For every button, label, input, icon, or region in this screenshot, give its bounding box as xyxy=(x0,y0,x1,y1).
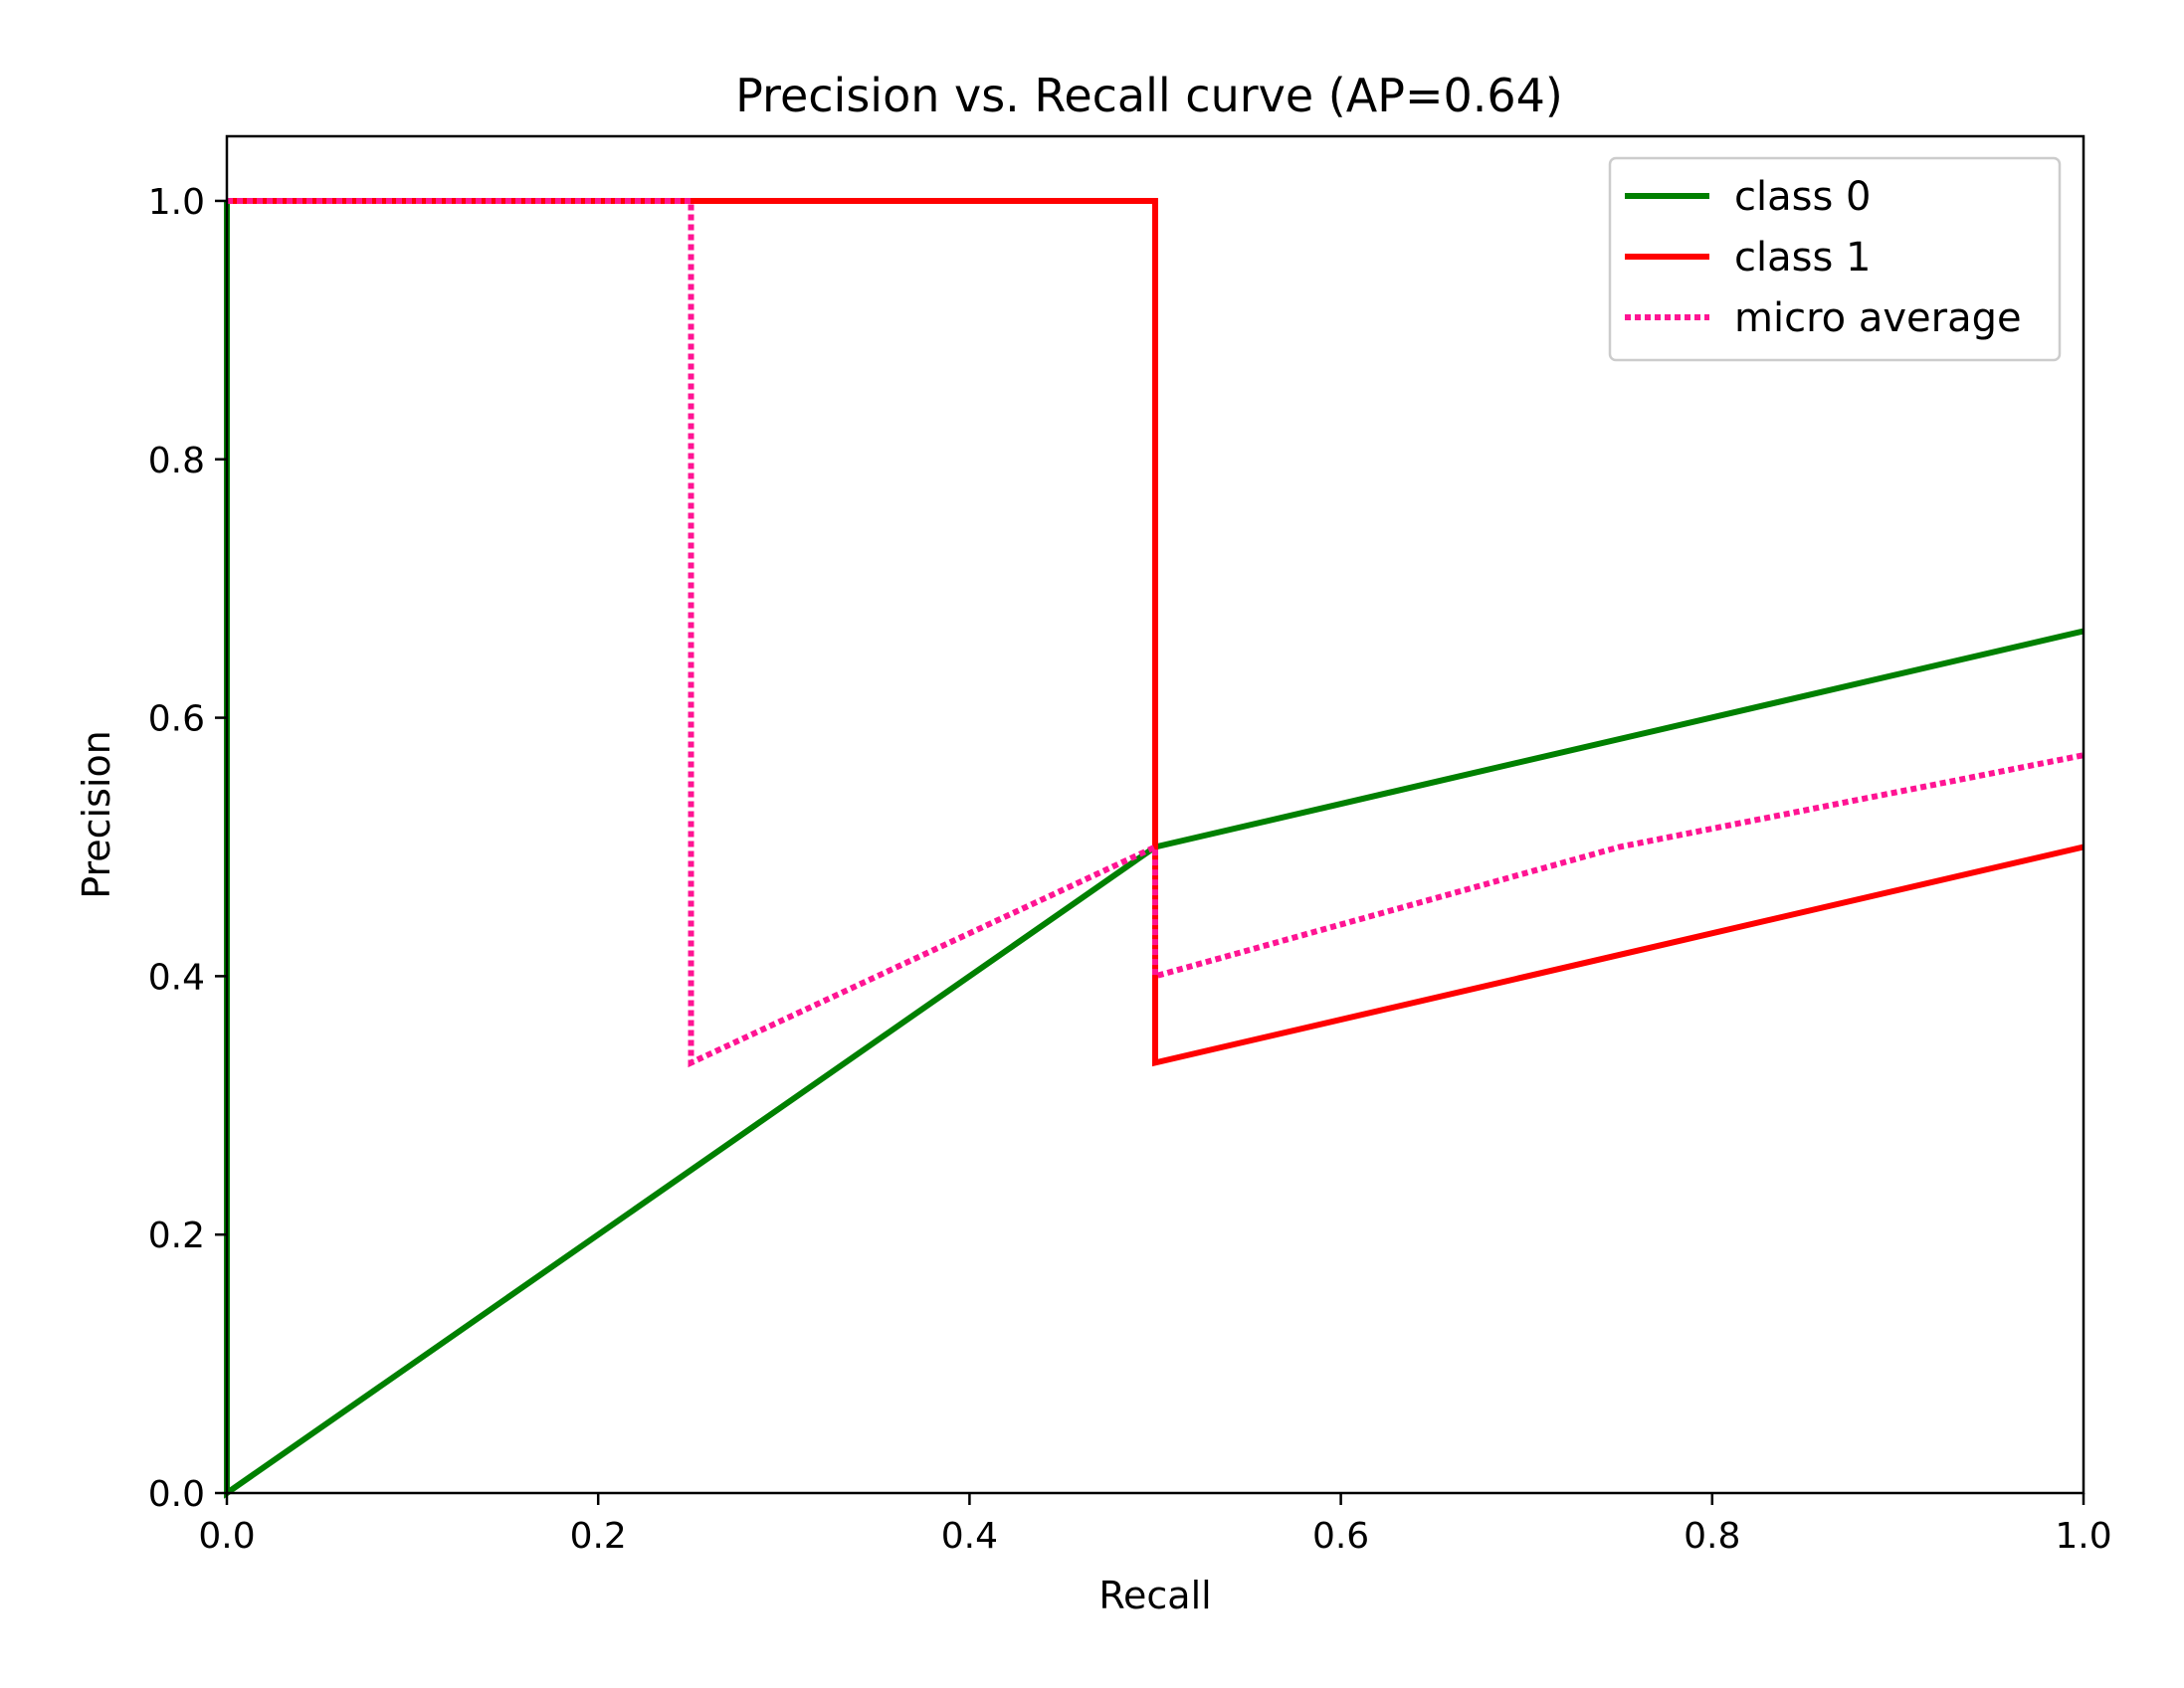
legend-box xyxy=(1608,156,2062,362)
axis-ticks: 0.0 0.2 0.4 0.6 0.8 1.0 0.0 0.2 0.4 0.6 0.8 1.0 xyxy=(148,182,2112,1557)
axes-frame xyxy=(225,134,2085,1495)
legend: class 0 class 1 micro average xyxy=(1608,156,2062,362)
legend-label-class-1: class 1 xyxy=(1734,235,1871,281)
x-tick-label: 0.2 xyxy=(570,1516,627,1557)
x-axis-label: Recall xyxy=(1098,1574,1211,1617)
y-tick-label: 0.8 xyxy=(148,441,205,481)
x-tick-label: 0.8 xyxy=(1684,1516,1740,1557)
x-tick-label: 0.4 xyxy=(941,1516,998,1557)
series-line-class-1 xyxy=(227,198,2085,1067)
y-tick-label: 0.4 xyxy=(148,957,205,998)
y-tick-label: 0.0 xyxy=(148,1474,205,1515)
y-tick-label: 0.6 xyxy=(148,699,205,740)
y-tick-label: 1.0 xyxy=(148,182,205,223)
y-tick-label: 0.2 xyxy=(148,1216,205,1256)
y-axis-label: Precision xyxy=(75,730,118,899)
x-tick-label: 0.0 xyxy=(198,1516,255,1557)
x-tick-label: 1.0 xyxy=(2055,1516,2111,1557)
legend-label-class-0: class 0 xyxy=(1734,174,1871,220)
x-tick-label: 0.6 xyxy=(1312,1516,1369,1557)
chart-title: Precision vs. Recall curve (AP=0.64) xyxy=(735,69,1563,122)
series-line-micro-average xyxy=(227,198,2085,1068)
legend-label-micro-average: micro average xyxy=(1734,295,2022,341)
